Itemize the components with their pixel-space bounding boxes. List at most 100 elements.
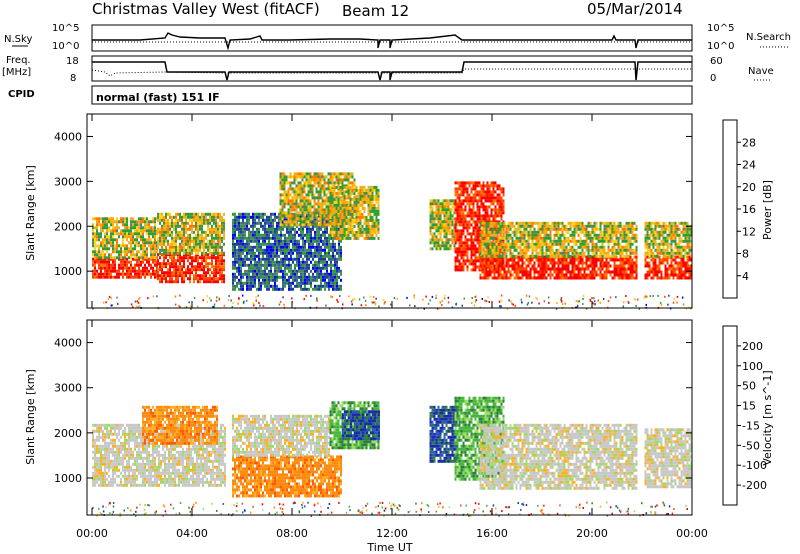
range-gate-cell [349,188,352,192]
range-gate-cell [318,263,320,267]
range-gate-cell [476,205,479,209]
range-gate-cell [507,264,510,268]
range-gate-cell [443,202,446,206]
range-gate-cell [331,227,334,231]
range-gate-cell [181,242,183,246]
range-gate-cell [221,239,223,243]
range-gate-cell [157,245,159,249]
range-gate-cell [321,172,324,176]
range-gate-cell [353,236,356,240]
range-gate-cell [199,224,201,228]
range-gate-cell [167,233,169,237]
range-gate-cell [496,199,499,203]
range-gate-cell [447,244,450,248]
range-gate-cell [161,277,163,281]
range-gate-cell [213,227,215,231]
range-gate-cell [272,284,274,288]
range-gate-cell [549,261,552,265]
range-gate-cell [347,236,350,240]
range-gate-cell [250,254,252,258]
range-gate-cell [295,190,298,194]
range-gate-cell [485,267,488,271]
range-gate-cell [339,175,342,179]
range-gate-cell [260,287,262,291]
range-gate-cell [171,230,173,234]
range-gate-cell [144,263,146,267]
range-gate-cell [460,205,463,209]
range-gate-cell [605,261,608,265]
range-gate-cell [487,261,490,265]
range-gate-cell [377,218,380,222]
range-gate-cell [108,275,110,279]
range-gate-cell [159,248,161,252]
range-gate-cell [96,232,98,236]
range-gate-cell [355,221,358,225]
range-gate-cell [272,236,274,240]
range-gate-cell [470,214,473,218]
range-gate-cell [349,194,352,198]
range-gate-cell [256,266,258,270]
range-gate-cell [505,264,508,268]
range-gate-cell [102,266,104,270]
range-gate-cell [264,284,266,288]
range-gate-cell [491,224,494,228]
range-gate-cell [323,187,326,191]
range-gate-cell [201,212,203,216]
range-gate-cell [447,232,450,236]
range-gate-cell [293,175,296,179]
range-gate-cell [499,221,502,225]
range-gate-cell [298,254,300,258]
range-gate-cell [361,194,364,198]
range-gate-cell [258,242,260,246]
range-gate-cell [500,187,503,191]
range-gate-cell [266,281,268,285]
range-gate-cell [482,217,485,221]
range-gate-cell [191,218,193,222]
range-gate-cell [345,200,348,204]
range-gate-cell [585,258,588,262]
range-gate-cell [309,187,312,191]
range-gate-cell [369,236,372,240]
range-gate-cell [116,247,118,251]
range-gate-cell [264,269,266,273]
range-gate-cell [211,259,213,263]
range-gate-cell [523,270,526,274]
range-gate-cell [191,212,193,216]
range-gate-cell [316,227,318,231]
range-gate-cell [282,221,284,225]
range-gate-cell [246,248,248,252]
range-gate-cell [232,263,234,267]
range-gate-cell [223,218,225,222]
range-gate-cell [478,196,481,200]
range-gate-cell [543,276,546,280]
range-gate-cell [312,239,314,243]
range-gate-cell [443,223,446,227]
range-gate-cell [466,211,469,215]
range-gate-cell [433,226,436,230]
range-gate-cell [613,261,616,265]
range-gate-cell [541,270,544,274]
range-gate-cell [140,226,142,230]
range-gate-cell [197,256,199,260]
range-gate-cell [179,268,181,272]
range-gate-cell [209,242,211,246]
range-gate-cell [293,208,296,212]
range-gate-cell [449,244,452,248]
range-gate-cell [219,274,221,278]
range-gate-cell [324,242,326,246]
range-gate-cell [316,245,318,249]
range-gate-cell [597,258,600,262]
range-gate-cell [367,230,370,234]
range-gate-cell [213,245,215,249]
range-gate-cell [491,261,494,265]
range-gate-cell [288,275,290,279]
range-gate-cell [300,281,302,285]
range-gate-cell [112,226,114,230]
range-gate-cell [480,202,483,206]
range-gate-cell [377,194,380,198]
range-gate-cell [252,251,254,255]
range-gate-cell [320,266,322,270]
range-gate-cell [487,239,490,243]
range-gate-cell [487,276,490,280]
range-gate-cell [169,248,171,252]
